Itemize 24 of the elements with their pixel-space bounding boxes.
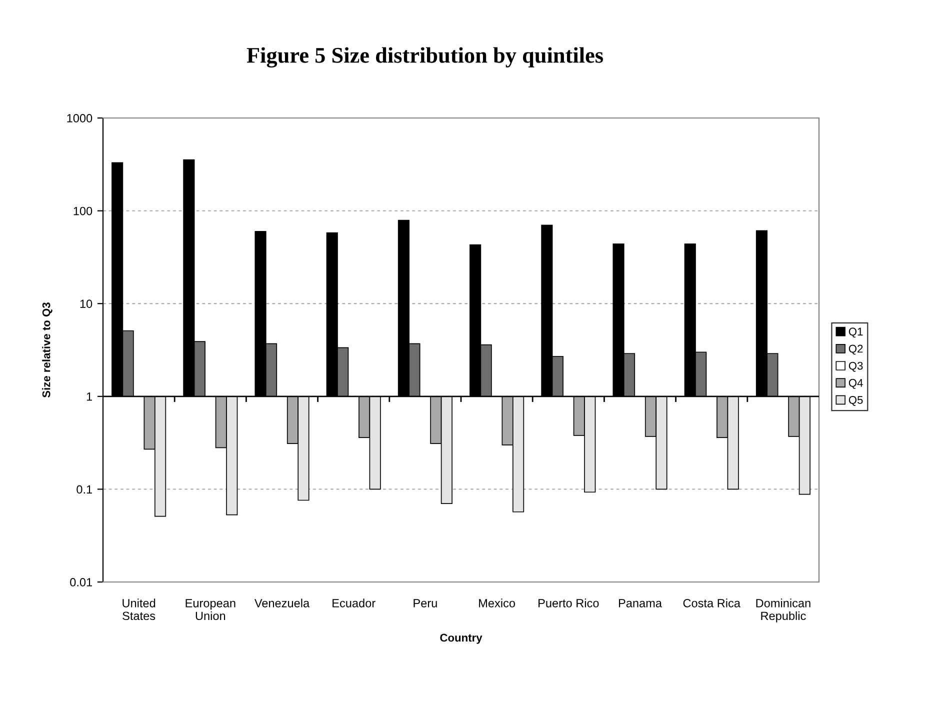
y-tick-label: 1 — [86, 392, 92, 401]
y-axis-title: Size relative to Q3 — [42, 302, 52, 398]
legend-label: Q5 — [848, 396, 863, 406]
x-tick-label: Mexico — [479, 598, 516, 608]
x-axis-title: Country — [440, 634, 482, 644]
x-tick-label: Peru — [414, 599, 437, 608]
x-tick-label: Panama — [618, 599, 662, 608]
chart-title: Figure 5 Size distribution by quintiles — [246, 47, 604, 68]
legend-label: Q1 — [848, 328, 863, 338]
y-tick-label: 100 — [74, 206, 92, 216]
legend-label: Q4 — [848, 378, 863, 389]
legend-label: Q2 — [848, 344, 863, 355]
x-tick-label: Puerto Rico — [538, 598, 599, 608]
x-tick-label: United States — [122, 598, 156, 620]
x-tick-label: Venezuela — [254, 598, 310, 608]
x-tick-label: Costa Rica — [683, 598, 740, 608]
y-tick-label: 10 — [80, 300, 92, 308]
y-tick-label: 0.1 — [76, 485, 92, 494]
x-tick-label: European Union — [186, 599, 236, 620]
x-tick-label: Ecuador — [332, 598, 376, 608]
legend-label: Q3 — [848, 362, 863, 372]
y-tick-label: 0.01 — [70, 578, 92, 586]
y-tick-label: 1000 — [67, 114, 92, 122]
x-tick-label: Dominican Republic — [756, 598, 810, 622]
